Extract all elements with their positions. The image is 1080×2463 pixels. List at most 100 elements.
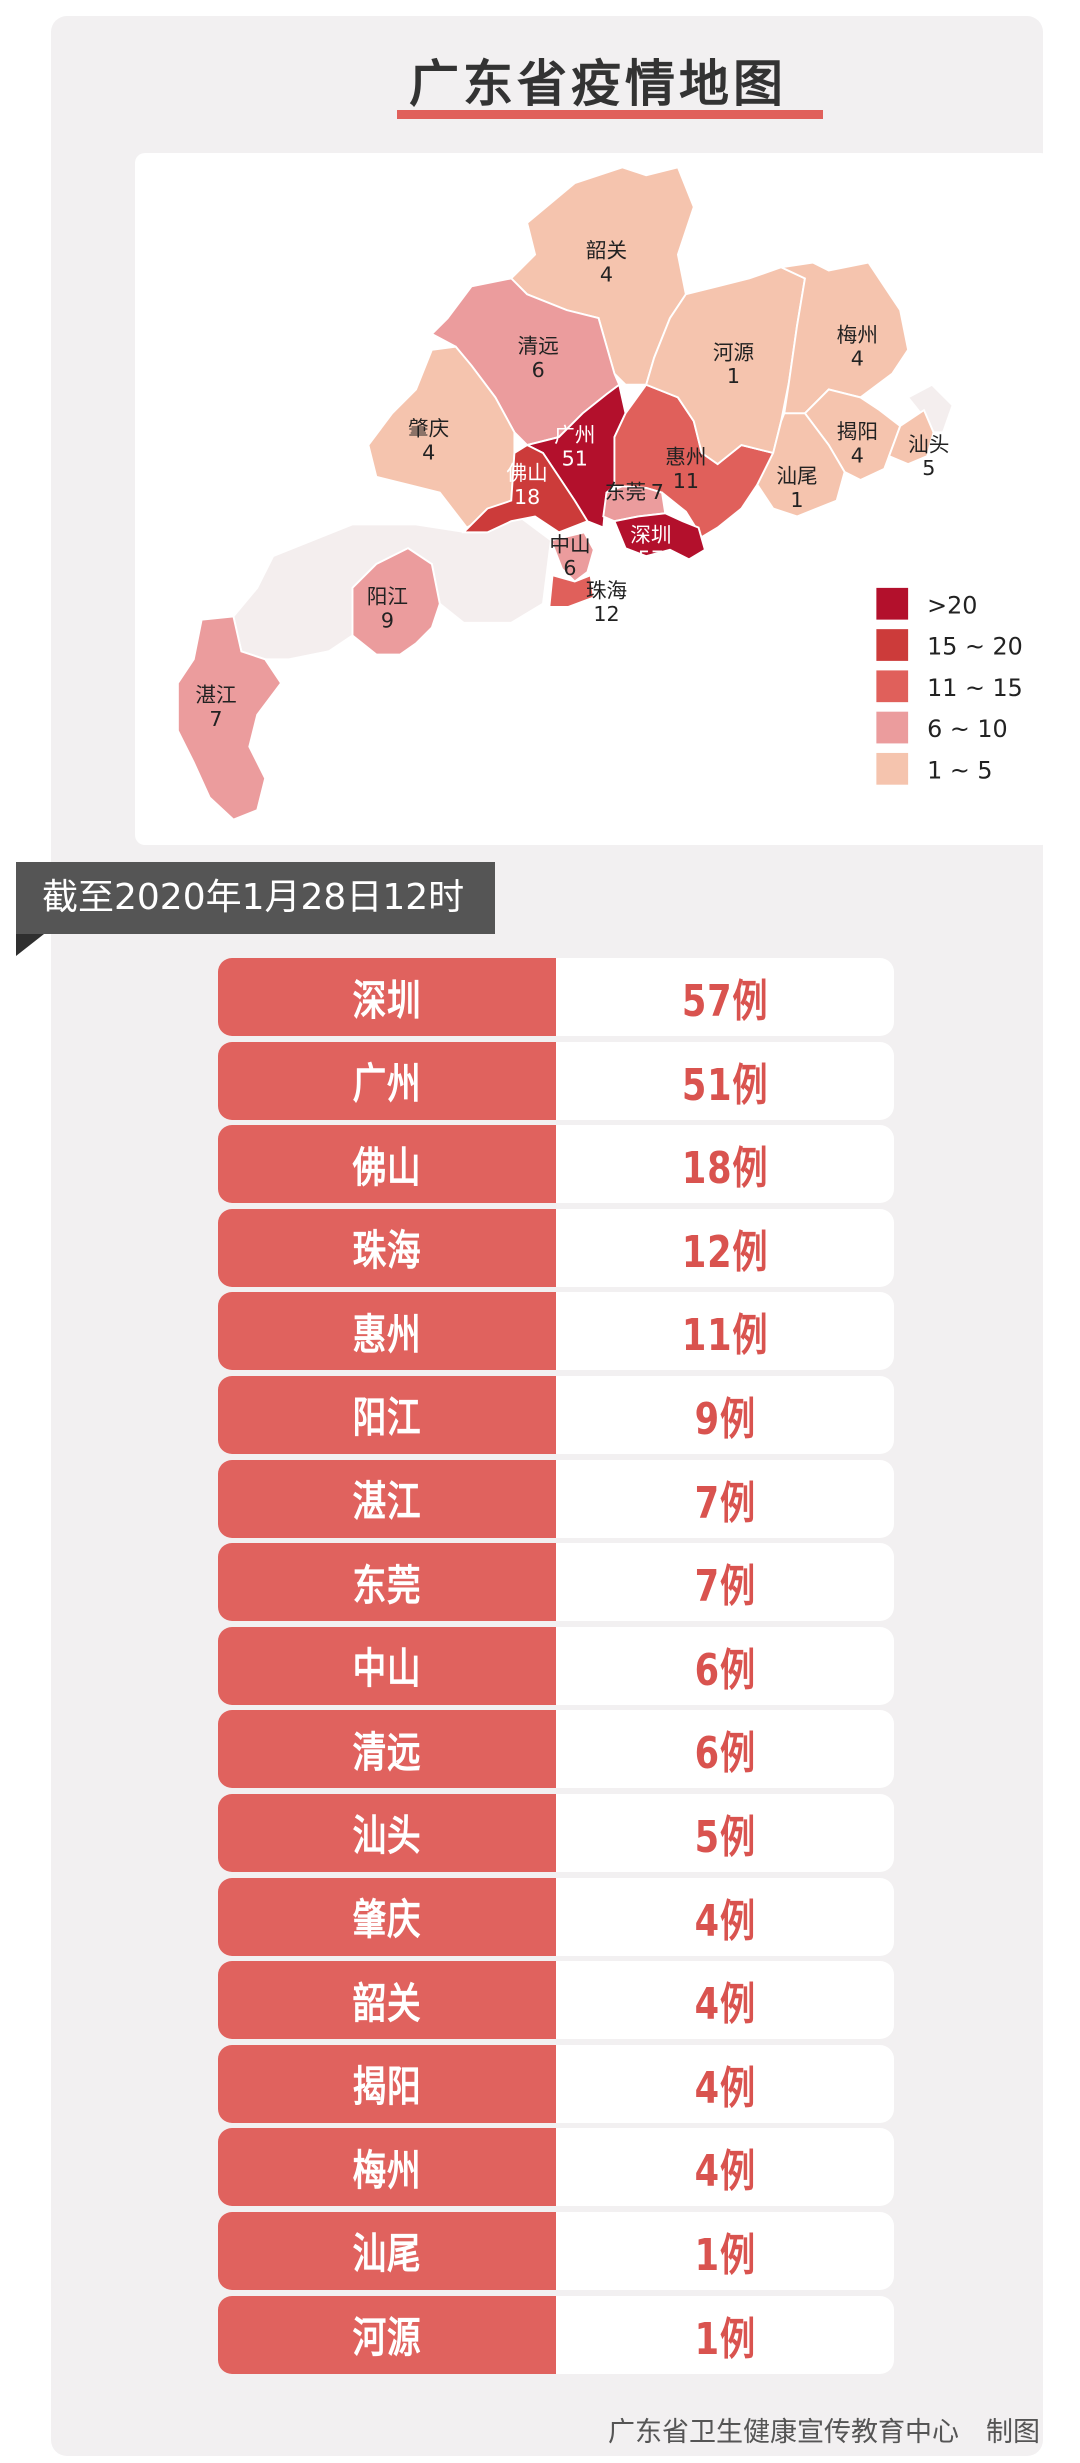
table-row: 湛江 7例 <box>218 1459 894 1538</box>
city-cell: 清远 <box>218 1710 556 1789</box>
date-label-fold <box>16 934 44 956</box>
case-count: 51例 <box>681 1059 769 1111</box>
map-region-cases: 5 <box>922 456 935 480</box>
city-cell: 珠海 <box>218 1208 556 1287</box>
map-region-name: 汕头 <box>908 432 949 456</box>
footer-credit: 广东省卫生健康宣传教育中心 制图 <box>608 2417 1040 2448</box>
legend-swatch <box>876 752 909 785</box>
case-count: 6例 <box>694 1644 756 1696</box>
count-cell: 5例 <box>556 1794 894 1872</box>
map-region-name: 梅州 <box>837 323 878 347</box>
legend-swatch <box>876 629 909 661</box>
map-region-name: 中山 <box>549 532 590 556</box>
map-region-2 <box>367 345 516 529</box>
page-title: 广东省疫情地图 <box>409 55 787 113</box>
count-cell: 7例 <box>556 1460 894 1538</box>
map-region-cases: 4 <box>600 263 613 287</box>
table-row: 阳江 9例 <box>218 1375 894 1454</box>
city-cell: 梅州 <box>218 2128 556 2207</box>
city-name: 中山 <box>352 1644 422 1694</box>
map-panel: 韶关 4 清远 6 肇庆 4 广州 51 佛山 18 惠州 11 东莞 7 深圳 57 中山 6 珠海 12 河源 1 梅州… <box>135 153 1051 845</box>
map-region-10 <box>645 266 806 466</box>
map-region-name: 佛山 <box>506 461 547 485</box>
case-count: 9例 <box>694 1393 756 1445</box>
table-row: 清远 6例 <box>218 1710 894 1789</box>
table-row: 珠海 12例 <box>218 1208 894 1287</box>
table-row: 中山 6例 <box>218 1626 894 1705</box>
table-row: 广州 51例 <box>218 1041 894 1120</box>
count-cell: 7例 <box>556 1543 894 1621</box>
city-name: 湛江 <box>352 1477 422 1527</box>
map-region-cases: 7 <box>209 707 222 731</box>
city-name: 韶关 <box>352 1978 422 2028</box>
table-row: 深圳 57例 <box>218 958 894 1036</box>
map-region-name: 肇庆 <box>408 417 449 441</box>
city-name: 清远 <box>352 1727 422 1777</box>
city-cell: 韶关 <box>218 1961 556 2040</box>
city-name: 汕头 <box>352 1811 422 1861</box>
map-region-name: 珠海 <box>586 578 627 602</box>
legend-label: 1 ~ 5 <box>927 756 992 784</box>
map-region-7 <box>613 512 707 561</box>
table-row: 河源 1例 <box>218 2295 894 2374</box>
map-region-cases: 12 <box>593 602 619 626</box>
map-region-name: 湛江 <box>195 683 236 707</box>
city-name: 汕尾 <box>352 2229 422 2279</box>
count-cell: 4例 <box>556 1878 894 1956</box>
title-underline <box>397 110 823 119</box>
map-region-cases: 4 <box>851 443 864 467</box>
table-row: 揭阳 4例 <box>218 2044 894 2123</box>
map-region-name: 韶关 <box>586 239 627 263</box>
count-cell: 57例 <box>556 958 894 1036</box>
case-count: 57例 <box>681 976 769 1027</box>
map-region-15 <box>351 547 441 656</box>
map-region-name: 阳江 <box>367 585 408 609</box>
count-cell: 12例 <box>556 1209 894 1287</box>
map-region-name: 惠州 <box>665 445 706 469</box>
legend-swatch <box>876 670 909 703</box>
table-row: 佛山 18例 <box>218 1125 894 1204</box>
date-label: 截至2020年1月28日12时 <box>16 862 495 934</box>
legend-swatch <box>876 587 909 620</box>
map-region-name: 广州 <box>554 423 595 447</box>
case-table: 深圳 57例 广州 51例 佛山 18例 珠海 12例 惠州 11例 阳江 9例 湛江 7例… <box>218 958 894 2379</box>
city-cell: 东莞 <box>218 1543 556 1622</box>
case-count: 4例 <box>694 2062 756 2114</box>
count-cell: 4例 <box>556 2045 894 2123</box>
city-name: 肇庆 <box>352 1895 422 1945</box>
map-region-cases: 6 <box>532 358 545 382</box>
case-count: 18例 <box>681 1143 769 1195</box>
table-row: 惠州 11例 <box>218 1292 894 1371</box>
city-cell: 中山 <box>218 1626 556 1705</box>
map-region-name: 河源 <box>713 340 754 364</box>
map-region-8 <box>549 531 595 583</box>
count-cell: 1例 <box>556 2296 894 2374</box>
city-cell: 阳江 <box>218 1375 556 1454</box>
city-cell: 汕尾 <box>218 2211 556 2290</box>
case-count: 5例 <box>694 1811 756 1863</box>
city-cell: 河源 <box>218 2295 556 2374</box>
case-count: 7例 <box>694 1477 756 1529</box>
case-count: 1例 <box>694 2313 756 2365</box>
map-region-name: 汕尾 <box>776 464 817 488</box>
case-count: 1例 <box>694 2229 756 2281</box>
table-row: 汕尾 1例 <box>218 2211 894 2290</box>
case-count: 4例 <box>694 1979 756 2031</box>
city-cell: 深圳 <box>218 958 556 1036</box>
city-name: 佛山 <box>352 1142 422 1192</box>
legend-label: 15 ~ 20 <box>927 633 1023 661</box>
map-region-cases: 18 <box>514 485 540 509</box>
count-cell: 6例 <box>556 1627 894 1705</box>
city-cell: 肇庆 <box>218 1877 556 1956</box>
table-row: 汕头 5例 <box>218 1793 894 1872</box>
table-row: 肇庆 4例 <box>218 1877 894 1956</box>
count-cell: 9例 <box>556 1376 894 1454</box>
map-region-name: 东莞 <box>605 480 646 504</box>
city-name: 揭阳 <box>352 2062 422 2112</box>
legend-swatch <box>876 711 909 744</box>
table-row: 东莞 7例 <box>218 1543 894 1622</box>
count-cell: 6例 <box>556 1710 894 1788</box>
count-cell: 4例 <box>556 2128 894 2206</box>
city-cell: 惠州 <box>218 1292 556 1371</box>
